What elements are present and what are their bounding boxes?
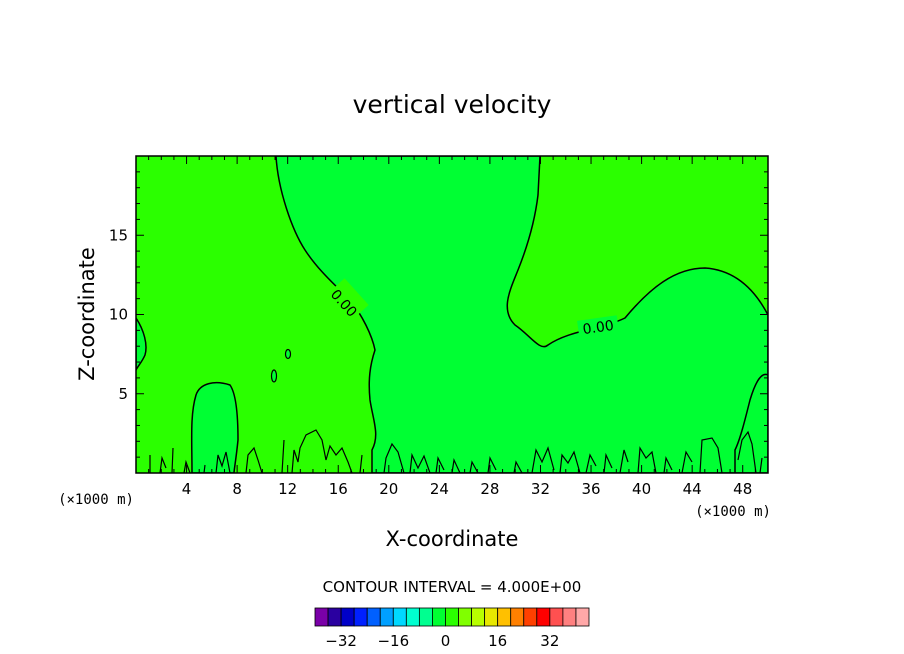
x-tick-label: 20 [379,480,398,498]
colorbar-tick-label: −16 [377,632,409,650]
colorbar [314,607,590,627]
x-tick-label: 40 [632,480,651,498]
y-tick-label: 15 [109,226,128,244]
x-tick-label: 48 [733,480,752,498]
y-tick-label: 10 [109,306,128,324]
colorbar-swatch [327,607,342,627]
negative-region-left-tongue [190,382,239,473]
contour-label: 0.00 [582,318,615,338]
colorbar-swatch [549,607,564,627]
x-tick-label: 12 [278,480,297,498]
x-origin-unit: (×1000 m) [58,492,134,508]
x-tick-label: 8 [232,480,242,498]
colorbar-tick-label: 0 [441,632,451,650]
x-tick-label: 44 [683,480,702,498]
x-axis-label: X-coordinate [386,527,519,551]
x-tick-label: 28 [480,480,499,498]
colorbar-swatch [366,607,381,627]
x-tick-label: 4 [182,480,192,498]
colorbar-swatch [392,607,407,627]
x-tick-label: 24 [430,480,449,498]
colorbar-swatch [562,607,577,627]
colorbar-swatch [523,607,538,627]
y-tick-label: 5 [118,385,128,403]
x-tick-label: 16 [329,480,348,498]
colorbar-swatch [432,607,446,627]
x-tick-label: 32 [531,480,550,498]
colorbar-tick-label: −32 [325,632,357,650]
colorbar-swatch [445,607,459,627]
colorbar-swatch [484,607,499,627]
colorbar-swatch [510,607,525,627]
surface-contour-wiggles [149,429,763,473]
colorbar-swatch [471,607,486,627]
negative-blob [284,348,292,360]
colorbar-tick-label: 32 [540,632,559,650]
colorbar-swatch [340,607,355,627]
contour-interval: CONTOUR INTERVAL = 4.000E+00 [323,578,582,596]
negative-region-left-edge [136,316,147,371]
x-tick-label: 36 [581,480,600,498]
colorbar-swatch [405,607,420,627]
colorbar-swatch [314,607,329,627]
colorbar-swatch [575,607,590,627]
colorbar-swatch [379,607,394,627]
negative-blob [270,369,278,383]
y-axis-ticks: 5 10 15 [109,171,768,458]
colorbar-swatch [353,607,368,627]
contour-fill-group [136,156,768,473]
chart-title: vertical velocity [353,90,552,119]
colorbar-swatch [418,607,433,627]
x-axis-unit: (×1000 m) [695,504,771,520]
colorbar-ticks: −32 −16 0 16 32 [325,632,559,650]
colorbar-swatch [458,607,472,627]
colorbar-swatch [536,607,551,627]
colorbar-tick-label: 16 [488,632,507,650]
x-axis-ticks: 4 8 12 16 20 24 28 32 36 40 44 48 [148,156,756,498]
colorbar-swatch [497,607,512,627]
y-axis-label: Z-coordinate [75,247,99,381]
